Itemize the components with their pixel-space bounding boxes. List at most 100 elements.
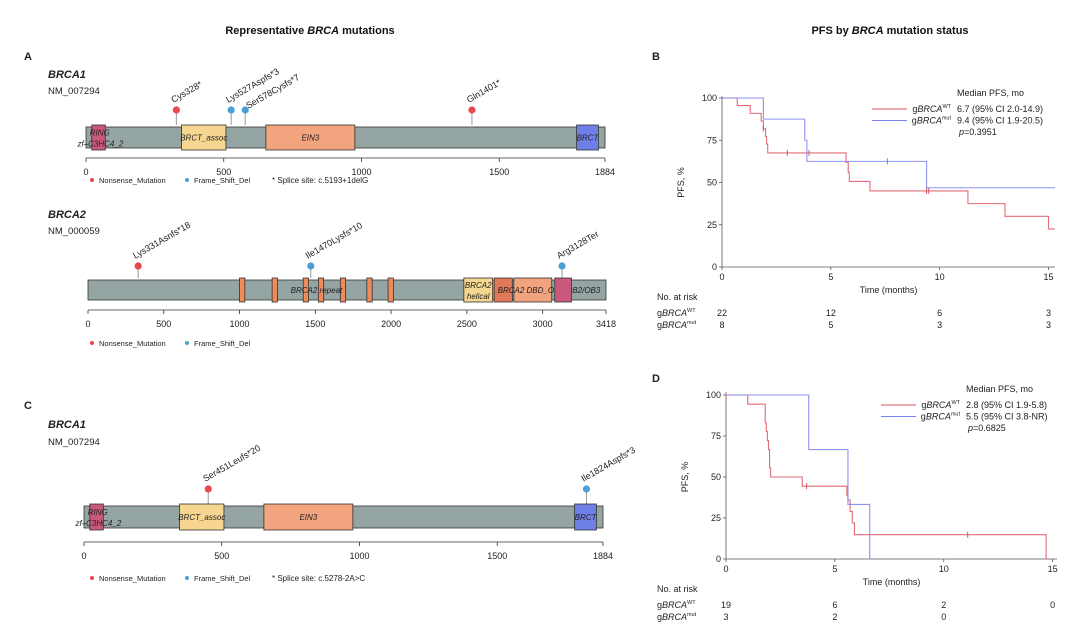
y-tick-label: 100 [702, 93, 717, 103]
x-tick-label: 15 [1043, 272, 1053, 282]
protein-domain [89, 503, 104, 531]
risk-count: 0 [941, 612, 946, 622]
protein-domain [179, 503, 225, 531]
frameshift-legend-dot [185, 576, 189, 580]
y-tick-label: 50 [711, 472, 721, 482]
p-label: p [967, 423, 973, 433]
x-axis-label: Time (months) [863, 577, 921, 587]
series-prefix: g [921, 412, 926, 422]
domain-label: BRCT [575, 513, 598, 522]
transcript-id: NM_000059 [48, 226, 100, 237]
series-gene: BRCA [926, 412, 951, 422]
title-part: BRCA [852, 25, 884, 37]
risk-count: 3 [1046, 308, 1051, 318]
frameshift-mutation-marker [582, 485, 591, 493]
p-number: =0.3951 [964, 127, 997, 137]
x-tick-label: 1500 [487, 551, 507, 561]
x-tick-label: 500 [156, 319, 171, 329]
protein-domain [493, 277, 513, 303]
km-curve-mut [722, 97, 1055, 189]
frameshift-legend-dot [185, 341, 189, 345]
panel-label: C [24, 400, 32, 412]
gene-name: BRCA1 [48, 69, 86, 81]
risk-count: 2 [832, 612, 837, 622]
p-value: p=0.6825 [967, 423, 1006, 433]
risk-row-label: gBRCAWT [657, 600, 696, 610]
km-curve-wt [726, 394, 1047, 559]
frameshift-mutation-marker [241, 106, 249, 114]
series-gene: BRCA [926, 400, 951, 410]
y-axis-label: PFS, % [676, 167, 686, 198]
protein-domain [576, 124, 599, 151]
risk-count: 3 [723, 612, 728, 622]
series-gene: BRCA [917, 116, 942, 126]
risk-count: 3 [1046, 320, 1051, 330]
domain-label: BRCA2 [465, 281, 492, 290]
x-tick-label: 0 [81, 551, 86, 561]
protein-domain [339, 277, 347, 303]
x-tick-label: 15 [1048, 564, 1058, 574]
frameshift-mutation-marker [558, 262, 566, 270]
x-tick-label: 2500 [457, 319, 477, 329]
mutation-label: Ser451Leufs*20 [201, 443, 262, 484]
risk-row-label: gBRCAmut [657, 612, 697, 622]
legend-series-name: gBRCAmut [912, 116, 952, 126]
legend-median: 6.7 (95% CI 2.0-14.9) [957, 104, 1043, 114]
x-tick-label: 5 [828, 272, 833, 282]
y-tick-label: 0 [712, 262, 717, 272]
series-prefix: g [657, 320, 662, 330]
domain-label: BRCT_assoc [180, 134, 227, 143]
x-tick-label: 2000 [381, 319, 401, 329]
domain-label: EIN3 [299, 513, 317, 522]
risk-count: 19 [721, 600, 731, 610]
nonsense-legend-dot [90, 178, 94, 182]
series-gene: BRCA [662, 612, 687, 622]
legend-series-name: gBRCAmut [921, 412, 961, 422]
nonsense-mutation-marker [468, 106, 476, 114]
section-title-left: Representative BRCA mutations [225, 25, 394, 37]
mutation-label: Ile1470Lysfs*10 [304, 220, 364, 261]
risk-count: 6 [937, 308, 942, 318]
splice-site-note: * Splice site: c.5278-2A>C [272, 574, 365, 583]
lollipop-track-brca1: C BRCA1 NM_007294 RING zf–C3HC4_2 BRCT_assoc E… [24, 400, 637, 583]
x-tick-label: 1000 [351, 167, 371, 177]
risk-count: 0 [1050, 600, 1055, 610]
title-part: Representative [225, 25, 307, 37]
series-prefix: g [657, 612, 662, 622]
x-tick-label: 500 [216, 167, 231, 177]
domain-label: RING [88, 508, 108, 517]
series-gene: BRCA [662, 320, 687, 330]
risk-count: 8 [719, 320, 724, 330]
y-tick-label: 25 [711, 513, 721, 523]
protein-domain [317, 277, 325, 303]
domain-label: BRCA2 DBD_OB1/OB2/OB3 [498, 286, 601, 295]
series-superscript: WT [687, 308, 696, 314]
domain-label: BRCA2 repeat [291, 286, 343, 295]
mutation-label: Cys328* [169, 79, 204, 105]
series-prefix: g [921, 400, 926, 410]
legend-title: Median PFS, mo [957, 88, 1024, 98]
series-superscript: mut [687, 612, 697, 618]
domain-label: RING [90, 129, 110, 138]
legend-median: 2.8 (95% CI 1.9-5.8) [966, 400, 1047, 410]
gene-name: BRCA2 [48, 209, 86, 221]
p-label: p [958, 127, 964, 137]
y-tick-label: 25 [707, 220, 717, 230]
nonsense-legend-dot [90, 576, 94, 580]
y-tick-label: 100 [706, 390, 721, 400]
domain-label: zf–C3HC4_2 [76, 140, 123, 149]
x-axis-label: Time (months) [860, 285, 918, 295]
protein-domain [574, 503, 597, 531]
protein-domain [463, 277, 494, 303]
y-tick-label: 0 [716, 554, 721, 564]
protein-domain [513, 277, 553, 303]
title-part: PFS by [811, 25, 851, 37]
risk-table-title: No. at risk [657, 292, 698, 302]
x-tick-label: 3000 [533, 319, 553, 329]
mutation-label: Gln1401* [465, 77, 503, 105]
x-tick-label: 1000 [349, 551, 369, 561]
series-superscript: mut [942, 116, 952, 122]
